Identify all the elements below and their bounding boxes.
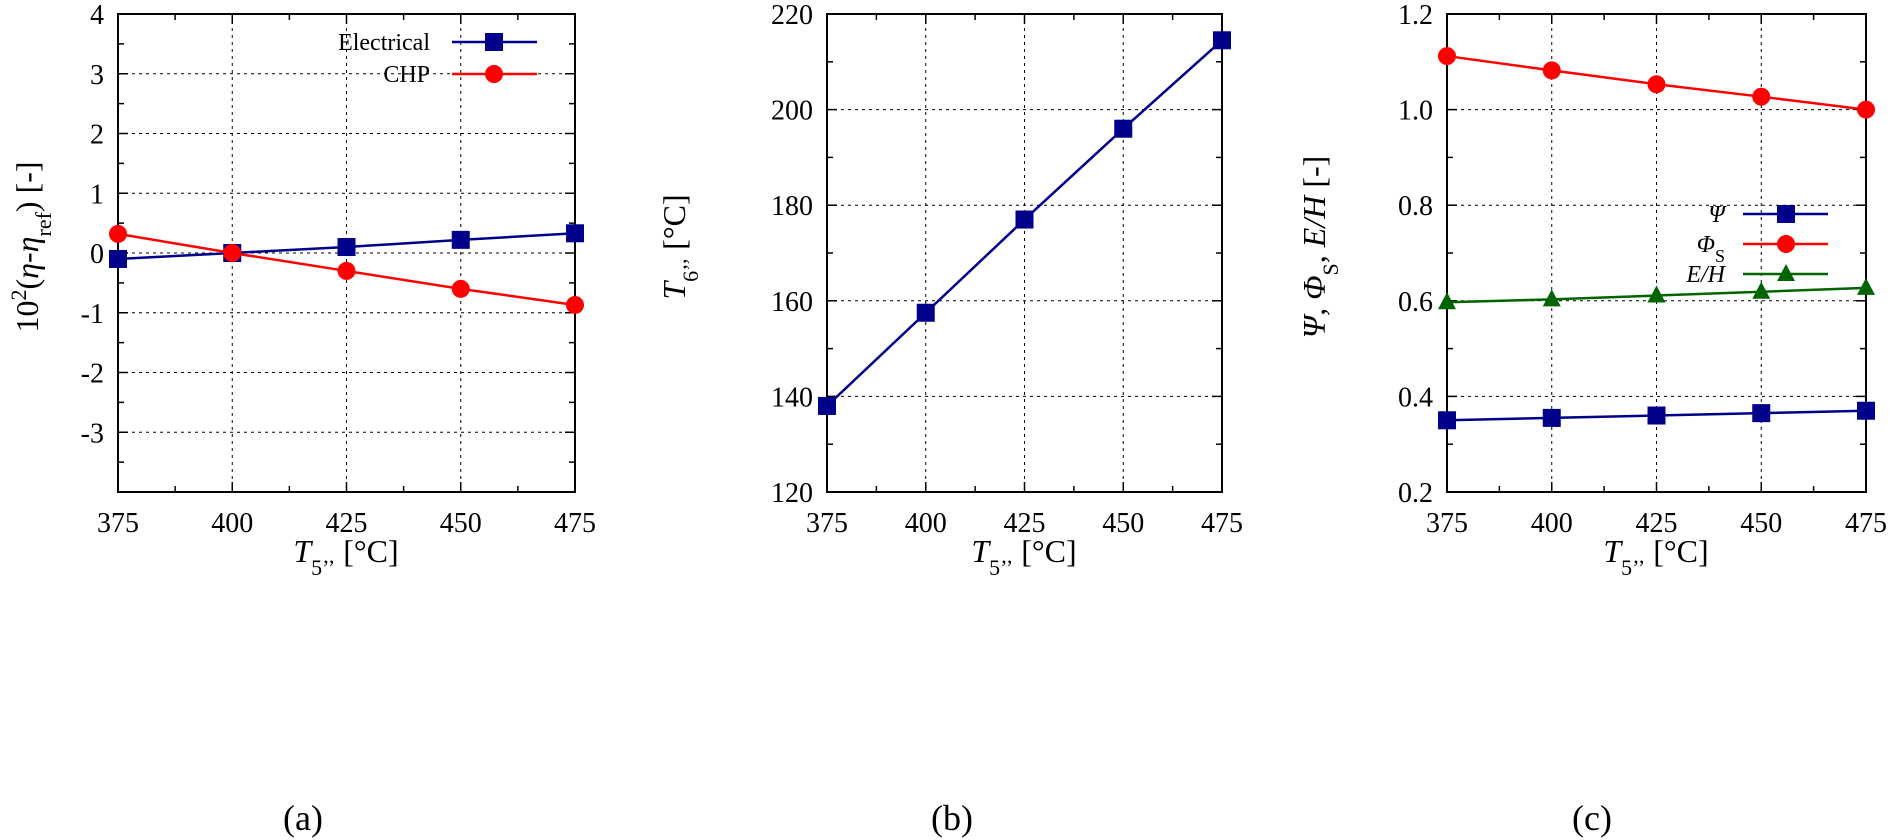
x-tick-label: 475: [554, 508, 596, 539]
data-point: [109, 224, 127, 243]
y-tick-label: 120: [771, 478, 813, 509]
y-tick-label: 0.6: [1398, 287, 1433, 318]
y-axis-label: T6’’ [°C]: [656, 194, 703, 299]
data-point: [566, 295, 584, 314]
data-point: [1542, 61, 1561, 80]
data-point: [337, 238, 356, 257]
x-tick-label: 375: [806, 508, 848, 539]
data-point: [1438, 47, 1456, 66]
data-point: [1752, 281, 1771, 299]
legend-marker: [485, 33, 503, 51]
series-2: [109, 224, 584, 314]
y-tick-label: 1: [90, 179, 104, 210]
data-point: [1647, 406, 1666, 425]
data-point: [1542, 408, 1561, 427]
data-point: [818, 396, 836, 415]
data-point: [1647, 75, 1666, 94]
data-point: [1114, 119, 1133, 138]
legend-label: CHP: [383, 62, 430, 88]
data-point: [1213, 31, 1231, 50]
y-tick-label: 160: [771, 287, 813, 318]
legend-marker: [1777, 235, 1795, 253]
data-point: [1438, 292, 1456, 310]
data-point: [566, 224, 584, 243]
y-tick-label: 140: [771, 382, 813, 413]
data-point: [1752, 404, 1771, 423]
y-tick-label: 180: [771, 191, 813, 222]
x-tick-label: 450: [1102, 508, 1144, 539]
y-tick-label: 0.2: [1398, 478, 1433, 509]
y-tick-label: 1.2: [1398, 0, 1433, 31]
data-point: [1857, 401, 1875, 420]
x-tick-label: 400: [1531, 508, 1573, 539]
data-point: [1647, 285, 1666, 303]
legend-label: ΦS: [1697, 232, 1725, 266]
y-tick-label: 0: [90, 239, 104, 270]
legend-marker: [485, 65, 503, 83]
y-tick-label: 1.0: [1398, 96, 1433, 127]
x-tick-label: 425: [1636, 508, 1678, 539]
y-tick-label: 0.8: [1398, 191, 1433, 222]
y-tick-label: 2: [90, 120, 104, 151]
data-point: [916, 303, 935, 322]
data-point: [451, 230, 470, 249]
data-point: [109, 249, 127, 268]
legend-label: Ψ: [1708, 202, 1727, 228]
x-tick-label: 450: [440, 508, 482, 539]
x-axis-label: T5’’ [°C]: [1603, 533, 1708, 580]
legend: Ψ ΦSE/H: [1685, 202, 1828, 288]
x-axis-label: T5’’ [°C]: [971, 533, 1076, 580]
panel-label: (c): [1572, 798, 1612, 838]
y-tick-label: -2: [81, 359, 104, 390]
x-tick-label: 400: [905, 508, 947, 539]
panel-label: (b): [931, 798, 973, 838]
x-tick-label: 425: [326, 508, 368, 539]
x-axis-label: T5’’ [°C]: [293, 533, 398, 580]
data-point: [223, 244, 242, 262]
data-point: [1015, 210, 1034, 229]
legend-marker: [1777, 264, 1795, 281]
legend-marker: [1777, 205, 1795, 223]
x-tick-label: 425: [1004, 508, 1046, 539]
x-tick-label: 475: [1201, 508, 1243, 539]
y-tick-label: 4: [90, 0, 104, 31]
data-point: [337, 261, 356, 280]
data-point: [451, 279, 470, 298]
legend-label: Electrical: [338, 30, 430, 56]
x-tick-label: 450: [1740, 508, 1782, 539]
data-point: [1438, 411, 1456, 430]
y-tick-label: 220: [771, 0, 813, 31]
y-tick-label: -3: [81, 418, 104, 449]
data-point: [1857, 277, 1875, 295]
y-tick-label: 0.4: [1398, 382, 1433, 413]
y-tick-label: 200: [771, 96, 813, 127]
data-point: [1542, 289, 1561, 307]
y-tick-label: 3: [90, 60, 104, 91]
x-tick-label: 475: [1845, 508, 1887, 539]
legend-label: E/H: [1685, 262, 1726, 288]
series-3: [1438, 277, 1875, 310]
x-tick-label: 375: [97, 508, 139, 539]
y-axis-label: Ψ, ΦS, E/H [-]: [1296, 156, 1343, 339]
y-axis-label: 102(η-ηref) [-]: [6, 161, 56, 332]
series-1: [1438, 401, 1875, 430]
chart-panel-1: 375 400 425 450 475 -3 -2 -1 0 1 2 3 4 T5’’ [°C] 102(η…: [6, 0, 597, 838]
chart-panel-2: 375 400 425 450 475 120 140 160 180 200 220 T5’’ [°…: [656, 0, 1243, 838]
x-tick-label: 400: [211, 508, 253, 539]
x-tick-label: 375: [1426, 508, 1468, 539]
legend: Electrical CHP: [338, 30, 537, 88]
data-point: [1857, 100, 1875, 119]
y-tick-label: -1: [81, 299, 104, 330]
chart-panel-3: 375 400 425 450 475 0.2 0.4 0.6 0.8 1.0 1.2 T5’’ [°…: [1296, 0, 1887, 838]
series-2: [1438, 47, 1875, 119]
panel-label: (a): [283, 798, 323, 838]
series-1: [818, 31, 1231, 415]
data-point: [1752, 87, 1771, 106]
